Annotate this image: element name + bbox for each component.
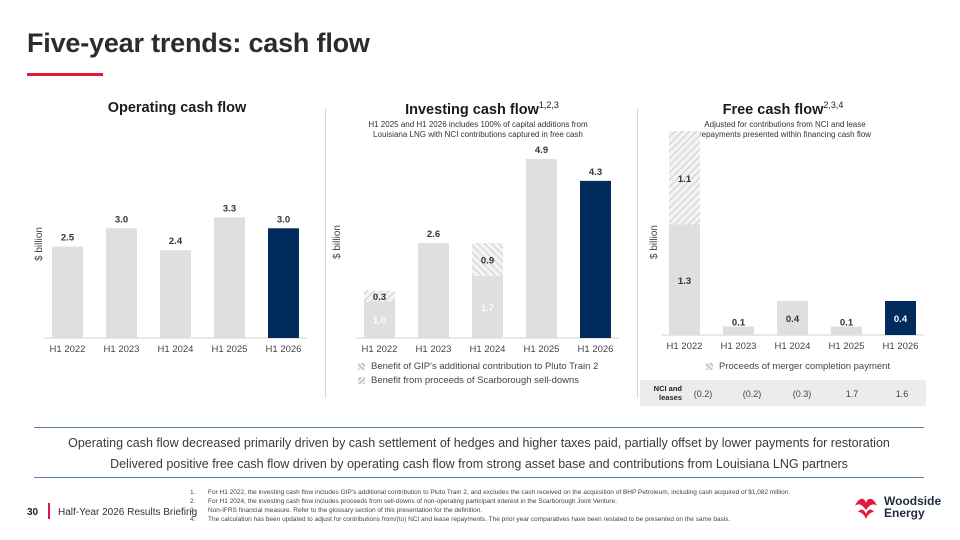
panel-divider-right	[637, 108, 638, 398]
investing-legend-item-gip: Benefit of GIP's additional contribution…	[358, 361, 598, 372]
nci-leases-table: NCI and leases (0.2) (0.2) (0.3) 1.7 1.6	[640, 380, 926, 406]
bar	[472, 275, 503, 338]
footnote-item: 1. For H1 2022, the investing cash flow i…	[190, 489, 791, 496]
bar-value-label: 1.7	[481, 303, 494, 314]
investing-cash-flow-subtitle: H1 2025 and H1 2026 includes 100% of cap…	[368, 120, 588, 139]
bar	[580, 180, 611, 338]
bar	[885, 301, 916, 335]
free-cash-flow-legend-item-merger: Proceeds of merger completion payment	[706, 361, 890, 372]
bar-value-label: 0.1	[732, 318, 746, 329]
nci-leases-value: 1.7	[845, 389, 859, 399]
bar-value-label: 0.4	[786, 314, 800, 325]
legend-hatch-swatch	[358, 363, 365, 370]
bar-hatched-value-label: 0.9	[481, 255, 494, 266]
x-tick-label: H1 2023	[416, 344, 452, 355]
free-cash-flow-title: Free cash flow2,3,4	[722, 100, 844, 118]
x-tick-label: H1 2026	[883, 341, 919, 352]
footer-accent-divider	[48, 503, 50, 519]
bar	[831, 326, 862, 335]
x-tick-label: H1 2025	[524, 344, 560, 355]
investing-legend-item-scarborough: Benefit from proceeds of Scarborough sel…	[358, 375, 579, 386]
bar	[214, 217, 245, 338]
bar-value-label: 1.0	[373, 316, 386, 327]
page-number: 30	[27, 507, 39, 518]
bar-value-label: 4.3	[589, 167, 602, 178]
bar-value-label: 0.1	[840, 318, 854, 329]
summary-box: Operating cash flow decreased primarily …	[34, 427, 924, 478]
bar-value-label: 2.6	[427, 229, 440, 240]
bar-value-label: 2.4	[169, 236, 183, 247]
bar	[669, 224, 700, 335]
nci-leases-value: (0.3)	[792, 389, 812, 399]
y-axis-label: $ billion	[649, 225, 660, 259]
bar-value-label: 3.0	[277, 214, 290, 225]
footnote-item: 3. Non-IFRS financial measure. Refer to t…	[190, 507, 483, 514]
bar-value-label: 3.0	[115, 214, 128, 225]
nci-leases-value: (0.2)	[742, 389, 762, 399]
bar	[106, 228, 137, 338]
investing-cash-flow-chart: $ billion H1 2022 1.0 0.3 H1 2023 2.6 H1 2024 1…	[332, 145, 619, 355]
footnotes: 1. For H1 2022, the investing cash flow i…	[190, 488, 850, 524]
bar-value-label: 4.9	[535, 145, 548, 156]
bar	[52, 246, 83, 338]
bar-hatched-value-label: 0.3	[373, 292, 386, 303]
bar-hatched-segment	[364, 290, 395, 302]
x-tick-label: H1 2025	[829, 341, 865, 352]
bar-value-label: 2.5	[61, 233, 75, 244]
page-title: Five-year trends: cash flow	[27, 28, 370, 58]
legend-hatch-swatch	[358, 377, 365, 384]
bar	[160, 250, 191, 338]
operating-cash-flow-chart: $ billion H1 2022 2.5 H1 2023 3.0 H1 2024 2.4 H…	[34, 203, 307, 355]
bar	[723, 326, 754, 335]
x-tick-label: H1 2024	[470, 344, 506, 355]
bar-hatched-segment	[669, 131, 700, 225]
woodside-logo: Woodside Energy	[852, 494, 941, 520]
x-tick-label: H1 2025	[212, 344, 248, 355]
bar	[777, 301, 808, 335]
nci-leases-value: (0.2)	[693, 389, 713, 399]
investing-footnote-ref: 1,2,3	[538, 100, 559, 110]
bar	[418, 243, 449, 338]
bar-hatched-segment	[472, 243, 503, 276]
y-axis-label: $ billion	[332, 225, 343, 259]
x-tick-label: H1 2026	[266, 344, 302, 355]
bar-hatched-value-label: 1.1	[678, 174, 692, 185]
footnote-item: 4. The calculation has been updated to ad…	[190, 516, 731, 523]
x-tick-label: H1 2022	[667, 341, 703, 352]
bar-value-label: 3.3	[223, 203, 236, 214]
title-accent-rule	[27, 73, 103, 76]
nci-leases-value: 1.6	[895, 389, 909, 399]
footnote-item: 2. For H1 2024, the investing cash flow i…	[190, 498, 618, 505]
x-tick-label: H1 2023	[104, 344, 140, 355]
x-tick-label: H1 2024	[775, 341, 811, 352]
bar-value-label: 0.4	[894, 314, 908, 325]
summary-line-free-cash-flow: Delivered positive free cash flow driven…	[110, 457, 848, 471]
operating-cash-flow-title: Operating cash flow	[107, 100, 247, 116]
x-tick-label: H1 2022	[50, 344, 86, 355]
x-tick-label: H1 2024	[158, 344, 194, 355]
bar	[526, 158, 557, 338]
investing-cash-flow-title: Investing cash flow1,2,3	[405, 100, 559, 118]
x-tick-label: H1 2023	[721, 341, 757, 352]
legend-hatch-swatch	[706, 363, 713, 370]
bar	[268, 228, 299, 338]
bar-value-label: 1.3	[678, 276, 691, 287]
panel-divider-left	[325, 108, 326, 398]
summary-line-operating: Operating cash flow decreased primarily …	[68, 436, 890, 450]
free-cash-flow-chart: $ billion H1 2022 1.3 1.1 H1 2023 0.1 H1 2024 0…	[649, 131, 924, 352]
free-cash-flow-footnote-ref: 2,3,4	[823, 100, 844, 110]
free-cash-flow-subtitle: Adjusted for contributions from NCI and …	[698, 120, 872, 139]
nci-leases-label: NCI and leases	[653, 384, 682, 402]
woodside-swoosh-icon	[855, 498, 877, 519]
logo-wordmark: Woodside Energy	[884, 494, 942, 520]
x-tick-label: H1 2026	[578, 344, 614, 355]
y-axis-label: $ billion	[34, 227, 45, 261]
bar	[364, 301, 395, 338]
x-tick-label: H1 2022	[362, 344, 398, 355]
footer-label: Half-Year 2026 Results Briefing	[58, 507, 198, 518]
